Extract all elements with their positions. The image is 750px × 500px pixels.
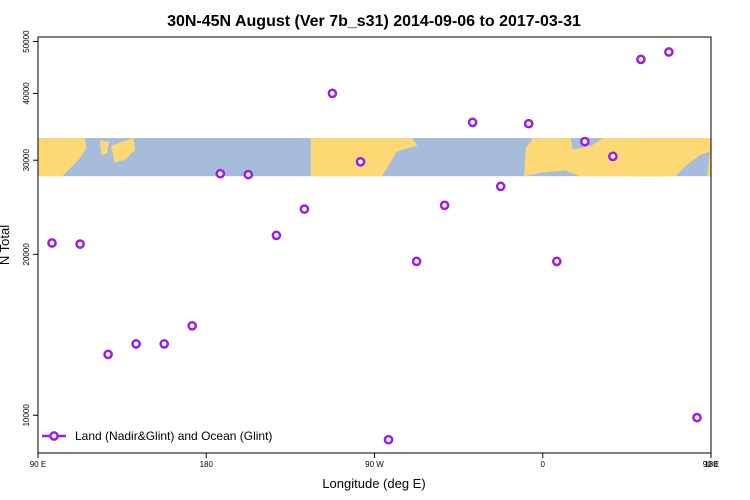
data-point (467, 117, 478, 128)
y-tick-label: 10000 (22, 404, 31, 427)
data-point (243, 169, 254, 180)
data-point (439, 200, 450, 211)
y-tick-label: 50000 (22, 30, 31, 53)
x-tick-label: 90 E (30, 460, 46, 469)
y-axis-label: N Total (0, 225, 12, 265)
legend-marker-swatch (49, 431, 59, 441)
data-points (47, 47, 702, 445)
map-land-shape (38, 138, 87, 177)
data-point (355, 156, 366, 167)
map-land-shape (110, 138, 136, 163)
data-point (327, 88, 338, 99)
map-land-shape (666, 138, 683, 158)
y-tick-label: 20000 (22, 243, 31, 266)
map-land-shape (99, 140, 109, 156)
chart-title: 30N-45N August (Ver 7b_s31) 2014-09-06 t… (167, 13, 581, 30)
data-point (664, 47, 674, 57)
y-tick-label: 30000 (22, 149, 31, 172)
data-point (215, 168, 226, 179)
data-point (523, 118, 534, 129)
data-point (299, 204, 310, 214)
legend-entry-label: Land (Nadir&Glint) and Ocean (Glint) (75, 429, 272, 443)
y-axis: 10000 20000 30000 40000 50000 (22, 30, 38, 426)
data-point (103, 349, 113, 360)
data-point (495, 181, 506, 192)
map-land-shape (628, 138, 711, 177)
data-point (159, 339, 170, 349)
y-tick-label: 40000 (22, 82, 31, 105)
data-point (271, 230, 282, 241)
x-tick-label: 90 E (703, 460, 719, 469)
x-tick-label: 90 W (365, 460, 384, 469)
data-point (383, 434, 394, 445)
data-point (187, 320, 198, 331)
data-point (75, 239, 85, 249)
x-axis-label: Longitude (deg E) (322, 476, 425, 491)
data-point (608, 151, 618, 162)
x-tick-label: 180 (200, 460, 214, 469)
data-point (551, 256, 562, 267)
map-land-shape (310, 138, 418, 177)
x-tick-label: 180 (704, 460, 718, 469)
data-point (131, 339, 141, 349)
plot-frame (37, 36, 712, 454)
data-point (636, 54, 646, 65)
data-point (692, 412, 702, 423)
legend: Land (Nadir&Glint) and Ocean (Glint) (42, 429, 272, 443)
data-point (47, 238, 57, 248)
data-point (579, 136, 590, 147)
data-point (411, 256, 422, 267)
x-tick-label: 0 (541, 460, 546, 469)
world-map-band (38, 138, 711, 177)
